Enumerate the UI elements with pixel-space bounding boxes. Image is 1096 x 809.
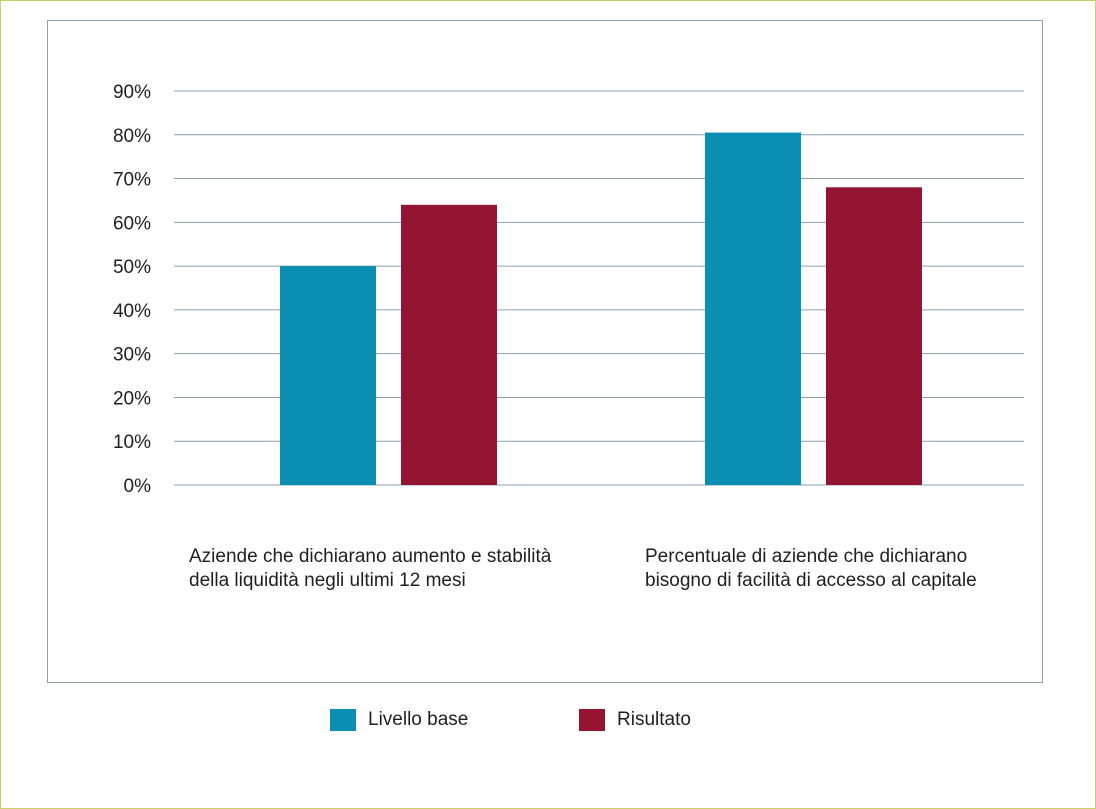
legend-swatch-risultato <box>579 709 605 731</box>
bar-risultato-1 <box>401 204 497 486</box>
bar-livello-base-1 <box>280 266 376 485</box>
category-label-1: Aziende che dichiarano aumento e stabili… <box>189 545 551 593</box>
legend-item-livello-base: Livello base <box>330 705 468 735</box>
y-tick-label-50: 50% <box>113 257 151 278</box>
y-tick-label-40: 40% <box>113 301 151 322</box>
legend-swatch-livello-base <box>330 709 356 731</box>
category-label-2-line-1: Percentuale di aziende che dichiarano <box>645 546 968 567</box>
legend-item-risultato: Risultato <box>579 705 691 735</box>
bar-livello-base-2 <box>705 132 801 486</box>
category-label-1-line-2: della liquidità negli ultimi 12 mesi <box>189 570 466 591</box>
legend: Livello base Risultato <box>0 705 1096 735</box>
y-tick-label-90: 90% <box>113 82 151 103</box>
category-label-2: Percentuale di aziende che dichiarano bi… <box>645 545 977 593</box>
y-tick-label-20: 20% <box>113 388 151 409</box>
y-tick-label-0: 0% <box>124 476 152 497</box>
y-tick-label-70: 70% <box>113 170 151 191</box>
legend-label-risultato: Risultato <box>617 709 691 730</box>
y-tick-label-60: 60% <box>113 213 151 234</box>
y-tick-label-30: 30% <box>113 345 151 366</box>
y-tick-label-10: 10% <box>113 432 151 453</box>
legend-label-livello-base: Livello base <box>368 709 469 730</box>
category-label-2-line-2: bisogno di facilità di accesso al capita… <box>645 570 977 591</box>
y-tick-label-80: 80% <box>113 126 151 147</box>
bar-risultato-2 <box>826 187 922 486</box>
category-label-1-line-1: Aziende che dichiarano aumento e stabili… <box>189 546 552 567</box>
